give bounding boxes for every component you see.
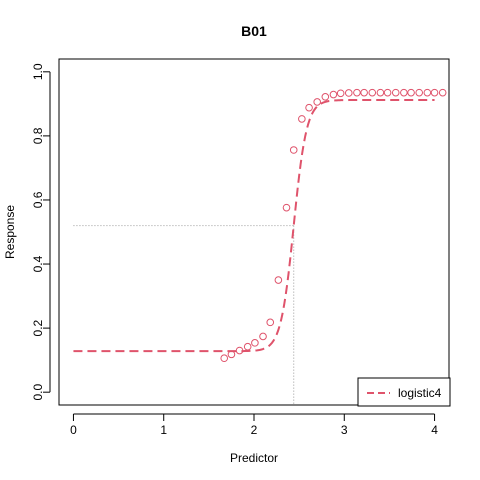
x-axis: 0 1 2 3 4	[70, 413, 438, 437]
data-point	[329, 90, 338, 99]
chart-title: B01	[241, 23, 267, 39]
y-axis: 0.0 0.2 0.4 0.6 0.8 1.0	[31, 63, 51, 401]
data-point	[289, 146, 298, 154]
data-point	[259, 332, 267, 341]
data-point	[400, 88, 408, 97]
legend-box	[357, 377, 451, 407]
data-point	[353, 88, 361, 97]
data-point	[321, 93, 330, 101]
fitted-curve-logistic4	[73, 99, 435, 353]
x-tick-label: 2	[251, 423, 258, 437]
y-tick-label: 0.6	[31, 191, 45, 208]
data-point	[243, 342, 252, 351]
data-point	[391, 88, 400, 97]
data-point	[282, 203, 291, 212]
data-point	[344, 89, 353, 97]
data-point	[266, 318, 275, 327]
y-tick-label: 0.4	[31, 255, 45, 272]
data-point	[430, 88, 439, 97]
data-point	[336, 89, 345, 98]
x-tick-label: 1	[160, 423, 167, 437]
x-tick-label: 0	[70, 423, 77, 437]
x-axis-label: Predictor	[230, 451, 278, 465]
data-point	[235, 346, 244, 355]
plot-area	[73, 88, 447, 405]
y-tick-label: 0.2	[31, 319, 45, 336]
data-point	[407, 88, 415, 97]
data-point	[305, 103, 313, 112]
data-point	[313, 98, 321, 106]
data-point	[251, 339, 259, 347]
data-point	[220, 354, 229, 363]
legend-label: logistic4	[398, 386, 442, 400]
y-tick-label: 1.0	[31, 63, 45, 80]
y-axis-label: Response	[3, 205, 17, 259]
data-point	[383, 88, 392, 97]
x-tick-label: 3	[341, 423, 348, 437]
data-point	[298, 115, 306, 123]
data-point	[438, 88, 447, 97]
data-point	[415, 88, 424, 97]
y-tick-label: 0.0	[31, 384, 45, 401]
data-point	[376, 88, 385, 97]
data-point	[360, 88, 368, 97]
plot-frame	[58, 58, 450, 406]
x-tick-label: 4	[431, 423, 438, 437]
data-point	[423, 88, 432, 97]
data-point	[274, 276, 283, 284]
data-point	[227, 350, 236, 359]
legend: logistic4	[357, 377, 451, 407]
y-tick-label: 0.8	[31, 127, 45, 144]
data-point	[368, 88, 377, 97]
